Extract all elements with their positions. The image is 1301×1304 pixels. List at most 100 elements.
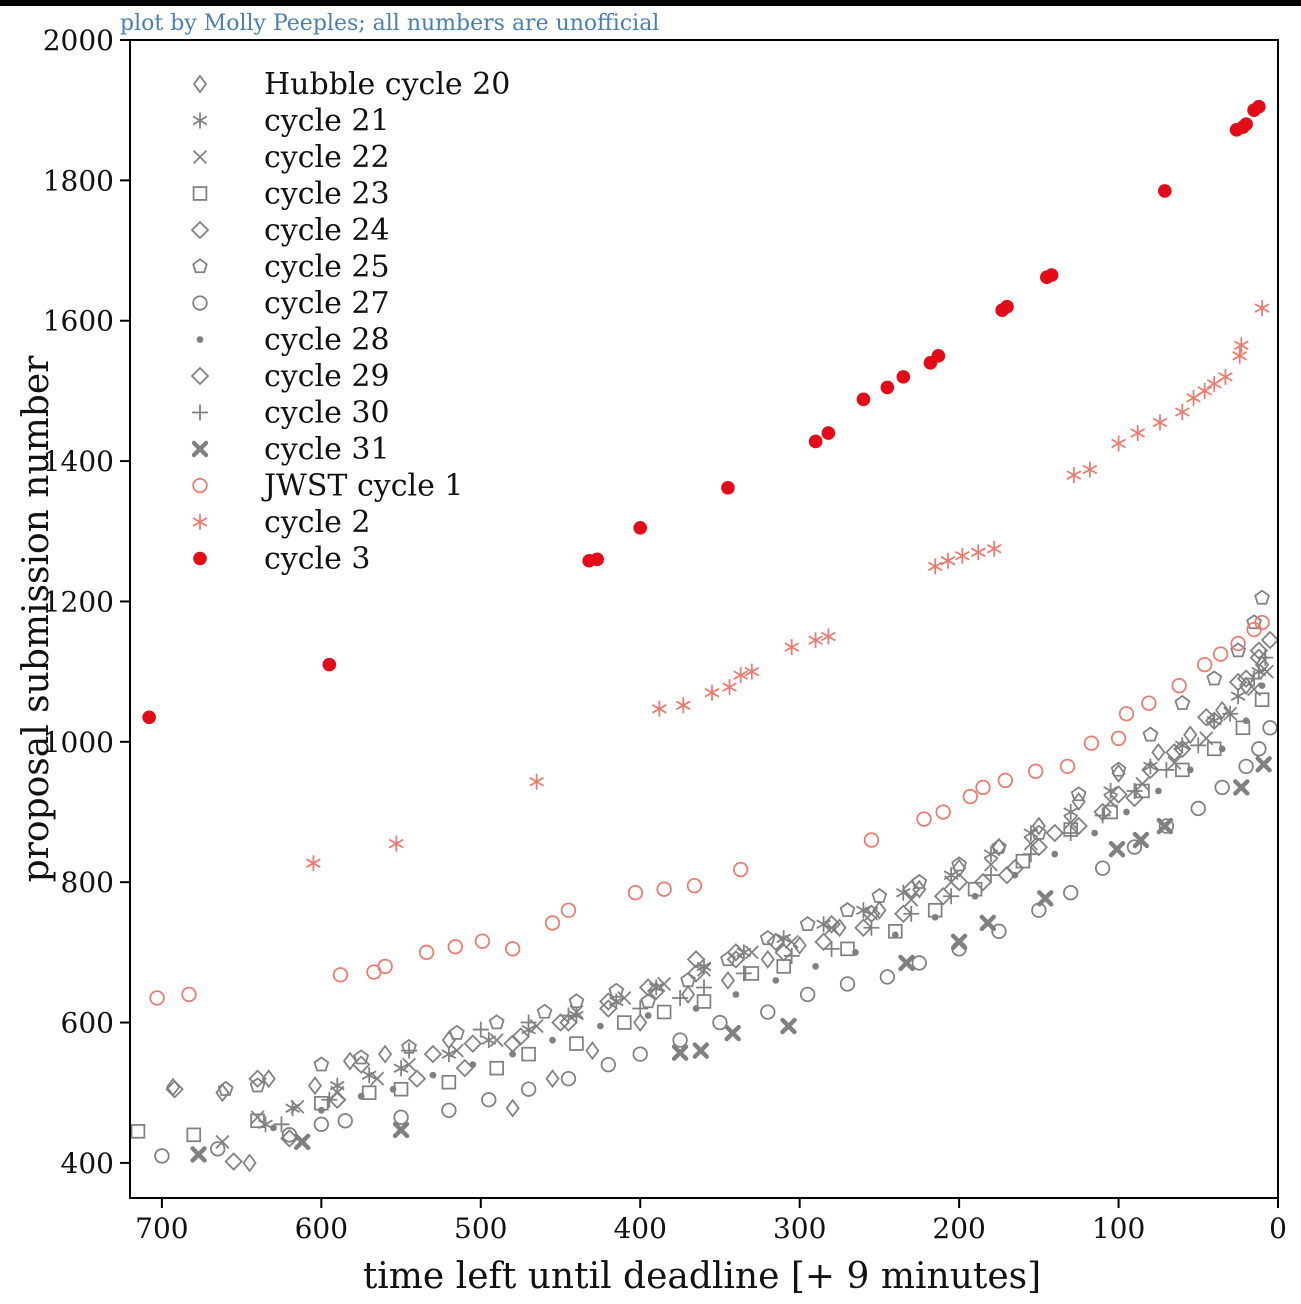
data-point bbox=[249, 1077, 266, 1093]
series-11 bbox=[149, 614, 1270, 1006]
data-point bbox=[784, 934, 799, 949]
data-point bbox=[1242, 717, 1250, 725]
data-point bbox=[991, 923, 1007, 939]
data-point bbox=[712, 1014, 728, 1031]
data-point bbox=[1142, 726, 1159, 742]
data-point bbox=[370, 1071, 385, 1086]
data-point bbox=[943, 867, 959, 884]
data-point bbox=[680, 985, 696, 1004]
legend-marker bbox=[196, 336, 204, 343]
data-point bbox=[979, 914, 997, 932]
data-point bbox=[949, 872, 969, 892]
data-point bbox=[1111, 763, 1126, 783]
x-tick-label: 0 bbox=[1269, 1212, 1287, 1245]
chart-annotation: plot by Molly Peeples; all numbers are u… bbox=[120, 11, 659, 36]
data-point bbox=[357, 1092, 365, 1100]
data-point bbox=[760, 949, 775, 969]
series-8 bbox=[165, 641, 1269, 1099]
data-point bbox=[1230, 635, 1246, 652]
data-point bbox=[224, 1152, 243, 1171]
data-point bbox=[856, 392, 871, 407]
y-axis-title: proposal submission number bbox=[16, 355, 57, 883]
legend-label: cycle 21 bbox=[264, 104, 390, 139]
data-point bbox=[520, 1014, 537, 1031]
legend-marker bbox=[193, 551, 207, 566]
data-point bbox=[632, 1046, 648, 1062]
x-tick-label: 700 bbox=[135, 1212, 188, 1245]
data-point bbox=[463, 1034, 483, 1053]
legend-marker bbox=[190, 220, 210, 240]
data-point bbox=[481, 1032, 497, 1049]
data-point bbox=[1183, 725, 1198, 745]
data-point bbox=[950, 933, 968, 951]
data-point bbox=[504, 941, 521, 957]
data-point bbox=[407, 1069, 427, 1088]
data-point bbox=[766, 932, 785, 952]
data-point bbox=[812, 963, 819, 970]
data-point bbox=[1246, 614, 1262, 630]
data-point bbox=[784, 639, 800, 656]
data-point bbox=[142, 710, 156, 725]
data-point bbox=[389, 1085, 397, 1093]
data-point bbox=[911, 955, 927, 971]
legend-label: cycle 31 bbox=[264, 432, 390, 467]
data-point bbox=[1257, 649, 1274, 666]
data-point bbox=[1110, 730, 1127, 746]
data-point bbox=[891, 931, 899, 939]
data-point bbox=[1246, 670, 1263, 687]
data-point bbox=[839, 976, 856, 992]
data-point bbox=[744, 945, 759, 960]
data-point bbox=[503, 1034, 522, 1053]
data-point bbox=[447, 939, 463, 955]
y-tick-label: 2000 bbox=[43, 24, 114, 57]
data-point bbox=[1254, 589, 1270, 605]
data-point bbox=[916, 811, 932, 827]
data-point bbox=[991, 837, 1007, 857]
data-point bbox=[441, 1074, 457, 1090]
data-point bbox=[322, 657, 337, 672]
data-point bbox=[544, 915, 561, 931]
data-point bbox=[1190, 800, 1206, 817]
legend-marker bbox=[192, 149, 208, 165]
data-point bbox=[1249, 641, 1269, 660]
data-point bbox=[270, 1124, 277, 1132]
data-point bbox=[351, 1055, 371, 1074]
data-point bbox=[1238, 758, 1254, 775]
data-point bbox=[872, 900, 887, 920]
data-point bbox=[640, 993, 657, 1009]
data-point bbox=[1130, 425, 1146, 441]
data-point bbox=[1083, 735, 1100, 751]
data-point bbox=[774, 943, 793, 962]
data-point bbox=[672, 989, 689, 1006]
legend-item: cycle 31 bbox=[191, 432, 390, 467]
data-point bbox=[1258, 682, 1266, 690]
legend-label: cycle 22 bbox=[264, 140, 390, 175]
data-point bbox=[1094, 807, 1111, 824]
y-tick-label: 600 bbox=[61, 1007, 114, 1040]
data-point bbox=[600, 1056, 617, 1073]
data-point bbox=[1218, 745, 1226, 753]
data-point bbox=[393, 1109, 409, 1125]
data-point bbox=[1031, 816, 1046, 836]
data-point bbox=[1190, 737, 1207, 754]
data-point bbox=[248, 1069, 267, 1088]
data-point bbox=[449, 1043, 464, 1058]
data-point bbox=[616, 1015, 632, 1030]
data-point bbox=[1186, 766, 1194, 774]
data-point bbox=[549, 1036, 556, 1044]
series-9 bbox=[273, 649, 1274, 1133]
data-point bbox=[342, 1051, 358, 1071]
data-point bbox=[1218, 368, 1233, 385]
data-point bbox=[505, 1098, 520, 1118]
data-point bbox=[1063, 885, 1079, 901]
data-point bbox=[317, 1106, 325, 1114]
legend-item: cycle 24 bbox=[190, 213, 390, 248]
data-point bbox=[1254, 300, 1270, 317]
data-point bbox=[401, 1042, 418, 1059]
data-point bbox=[692, 1042, 710, 1059]
y-tick-label: 400 bbox=[61, 1147, 114, 1180]
data-point bbox=[1091, 829, 1098, 837]
data-point bbox=[904, 892, 919, 907]
data-point bbox=[186, 1127, 202, 1143]
